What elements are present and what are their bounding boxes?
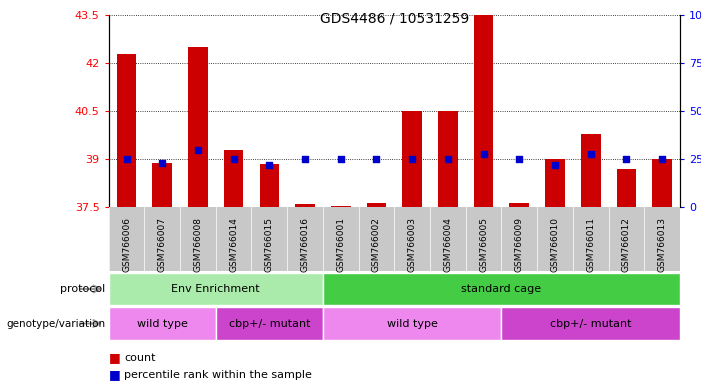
Point (228, 156, 239, 162)
Bar (501, 307, 680, 340)
Bar (109, 273, 323, 305)
Text: count: count (124, 353, 156, 363)
Bar (188, 47, 207, 207)
Bar (653, 159, 672, 207)
Point (121, 156, 132, 162)
Point (442, 156, 454, 162)
Point (550, 162, 561, 168)
Bar (402, 111, 422, 207)
Bar (216, 307, 323, 340)
Bar (295, 204, 315, 207)
Text: wild type: wild type (137, 318, 188, 329)
Text: percentile rank within the sample: percentile rank within the sample (124, 370, 312, 380)
Bar (581, 134, 601, 207)
Point (407, 156, 418, 162)
Bar (474, 15, 494, 207)
Text: wild type: wild type (387, 318, 437, 329)
Point (335, 156, 346, 162)
Text: ■: ■ (109, 369, 121, 381)
Bar (224, 150, 243, 207)
Point (657, 156, 668, 162)
Bar (510, 203, 529, 207)
Bar (323, 307, 501, 340)
Point (156, 160, 168, 166)
Bar (152, 162, 172, 207)
Bar (545, 159, 565, 207)
Bar (109, 307, 216, 340)
Point (621, 156, 632, 162)
Point (299, 156, 311, 162)
Text: standard cage: standard cage (461, 284, 541, 294)
Bar (331, 206, 350, 207)
Point (192, 147, 203, 153)
Bar (367, 203, 386, 207)
Bar (617, 169, 637, 207)
Point (585, 151, 597, 157)
Text: Env Enrichment: Env Enrichment (172, 284, 260, 294)
Bar (116, 54, 136, 207)
Text: genotype/variation: genotype/variation (6, 318, 105, 329)
Text: GDS4486 / 10531259: GDS4486 / 10531259 (320, 12, 469, 25)
Text: ■: ■ (109, 351, 121, 364)
Bar (438, 111, 458, 207)
Point (478, 151, 489, 157)
Point (264, 162, 275, 168)
Point (371, 156, 382, 162)
Text: cbp+/- mutant: cbp+/- mutant (229, 318, 310, 329)
Text: cbp+/- mutant: cbp+/- mutant (550, 318, 632, 329)
Point (514, 156, 525, 162)
Text: protocol: protocol (60, 284, 105, 294)
Bar (323, 273, 680, 305)
Bar (259, 164, 279, 207)
